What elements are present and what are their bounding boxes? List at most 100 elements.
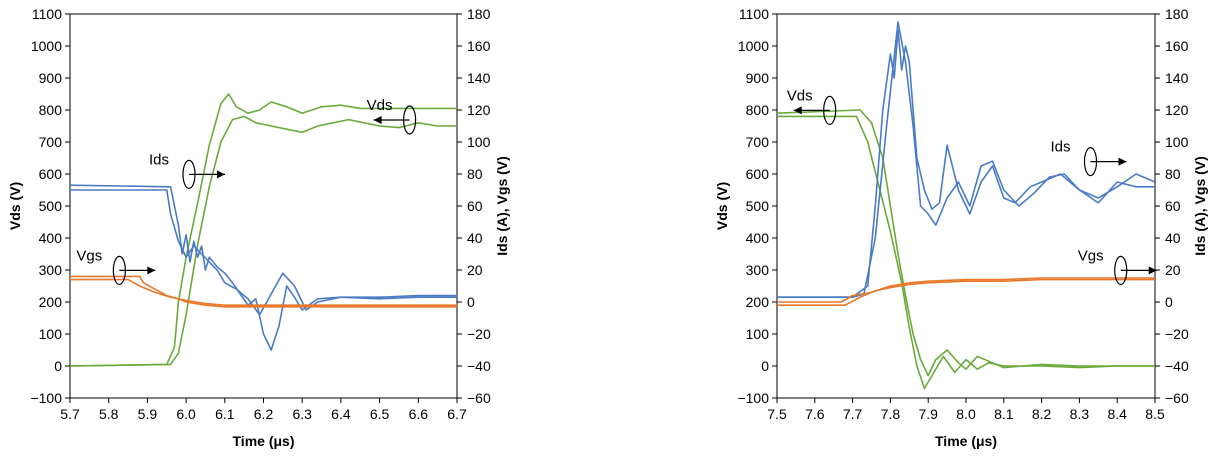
- y2-tick-label: 20: [467, 262, 483, 278]
- x-tick-label: 7.6: [805, 406, 825, 422]
- x-tick-label: 6.1: [215, 406, 235, 422]
- annotation-label-ids: Ids: [1050, 139, 1070, 156]
- y2-tick-label: 60: [467, 198, 483, 214]
- x-axis-label: Time (μs): [233, 433, 295, 449]
- series-line-vds: [70, 115, 457, 367]
- y-tick-label: 600: [746, 166, 770, 182]
- annotation-arrow-head: [147, 266, 156, 275]
- x-tick-label: 8.1: [994, 406, 1014, 422]
- x-tick-label: 8.2: [1032, 406, 1052, 422]
- y2-tick-label: −40: [467, 358, 491, 374]
- y2-tick-label: 140: [1165, 70, 1189, 86]
- chart-left: 5.7 5.8 5.9 6.0 6.1 6.2 6.3 6.4 6.5 6.6 6.7 −100 0 10…: [7, 6, 510, 449]
- y-tick-label: −100: [737, 390, 769, 406]
- annotation-arrow-head: [373, 116, 382, 124]
- x-tick-label: 8.5: [1145, 406, 1165, 422]
- y-axis-label: Vds (V): [714, 182, 730, 230]
- x-tick-label: 7.9: [918, 406, 938, 422]
- y-tick-label: 300: [39, 262, 63, 278]
- series-line-vgs: [777, 278, 1155, 307]
- y2-tick-label: 20: [1165, 262, 1181, 278]
- y2-tick-label: −20: [467, 326, 491, 342]
- y2-tick-label: 180: [467, 6, 491, 22]
- x-tick-label: 6.7: [447, 406, 467, 422]
- y-tick-label: 1000: [31, 38, 62, 54]
- x-tick-label: 6.6: [409, 406, 429, 422]
- y2-tick-label: 40: [467, 230, 483, 246]
- y2-tick-label: 180: [1165, 6, 1189, 22]
- x-tick-label: 6.5: [370, 406, 390, 422]
- x-axis-label: Time (μs): [935, 433, 997, 449]
- series-line-vgs: [70, 275, 457, 308]
- y2-tick-label: 0: [1165, 294, 1173, 310]
- y2-tick-label: 0: [467, 294, 475, 310]
- x-tick-label: 6.0: [176, 406, 196, 422]
- chart-right: 7.5 7.6 7.7 7.8 7.9 8.0 8.1 8.2 8.3 8.4 8.5 −100 0 10…: [714, 6, 1208, 449]
- y-tick-label: 700: [746, 134, 770, 150]
- annotation-label-vgs: Vgs: [76, 247, 102, 264]
- y2-tick-label: −60: [467, 390, 491, 406]
- y2-axis-label: Ids (A), Vgs (V): [1192, 156, 1208, 256]
- y2-axis-label: Ids (A), Vgs (V): [494, 156, 510, 256]
- y-tick-label: 800: [746, 102, 770, 118]
- series-line-vgs: [777, 277, 1155, 303]
- y2-tick-label: 100: [467, 134, 491, 150]
- y-tick-label: 300: [746, 262, 770, 278]
- series-line-ids: [70, 189, 457, 316]
- y-tick-label: 200: [746, 294, 770, 310]
- annotation-label-vds: Vds: [367, 97, 393, 114]
- y-tick-label: 500: [39, 198, 63, 214]
- y-tick-label: 100: [746, 326, 770, 342]
- x-tick-label: 7.7: [843, 406, 863, 422]
- y2-tick-label: 160: [467, 38, 491, 54]
- x-tick-label: 8.0: [956, 406, 976, 422]
- y-tick-label: −100: [30, 390, 62, 406]
- y-tick-label: 800: [39, 102, 63, 118]
- x-tick-label: 7.8: [881, 406, 901, 422]
- annotation-arrow-head: [1118, 157, 1127, 166]
- x-tick-label: 6.3: [292, 406, 312, 422]
- y-tick-label: 0: [54, 358, 62, 374]
- series-line-vds: [777, 109, 1155, 377]
- series-line-ids: [777, 21, 1155, 299]
- y2-tick-label: 80: [1165, 166, 1181, 182]
- y-tick-label: 0: [761, 358, 769, 374]
- y2-tick-label: −40: [1165, 358, 1189, 374]
- y-tick-label: 200: [39, 294, 63, 310]
- y-tick-label: 1100: [32, 6, 62, 22]
- annotation-label-vds: Vds: [787, 87, 813, 104]
- y-tick-label: 700: [39, 134, 63, 150]
- y-tick-label: 600: [39, 166, 63, 182]
- x-tick-label: 5.7: [60, 406, 80, 422]
- y-tick-label: 500: [746, 198, 770, 214]
- y-axis-label: Vds (V): [7, 182, 23, 230]
- y-tick-label: 900: [746, 70, 770, 86]
- x-tick-label: 8.4: [1107, 406, 1127, 422]
- series-line-vds: [777, 115, 1155, 390]
- x-tick-label: 7.5: [767, 406, 787, 422]
- y-tick-label: 1100: [739, 6, 769, 22]
- y2-tick-label: 60: [1165, 198, 1181, 214]
- x-tick-label: 5.9: [138, 406, 158, 422]
- y2-tick-label: −20: [1165, 326, 1189, 342]
- y2-tick-label: 120: [1165, 102, 1189, 118]
- series-line-vds: [70, 93, 457, 367]
- y2-tick-label: −60: [1165, 390, 1189, 406]
- y2-tick-label: 120: [467, 102, 491, 118]
- y-tick-label: 1000: [738, 38, 769, 54]
- plot-frame: [69, 13, 458, 399]
- x-tick-label: 5.8: [99, 406, 119, 422]
- series-line-vgs: [70, 278, 457, 307]
- x-tick-label: 6.4: [331, 406, 351, 422]
- y-tick-label: 400: [746, 230, 770, 246]
- y2-tick-label: 100: [1165, 134, 1189, 150]
- x-tick-label: 6.2: [254, 406, 274, 422]
- annotation-arrow-head: [217, 170, 226, 179]
- series-line-ids: [70, 184, 457, 351]
- y2-tick-label: 80: [467, 166, 483, 182]
- x-tick-label: 8.3: [1070, 406, 1090, 422]
- y2-tick-label: 140: [467, 70, 491, 86]
- y-tick-label: 400: [39, 230, 63, 246]
- y2-tick-label: 160: [1165, 38, 1189, 54]
